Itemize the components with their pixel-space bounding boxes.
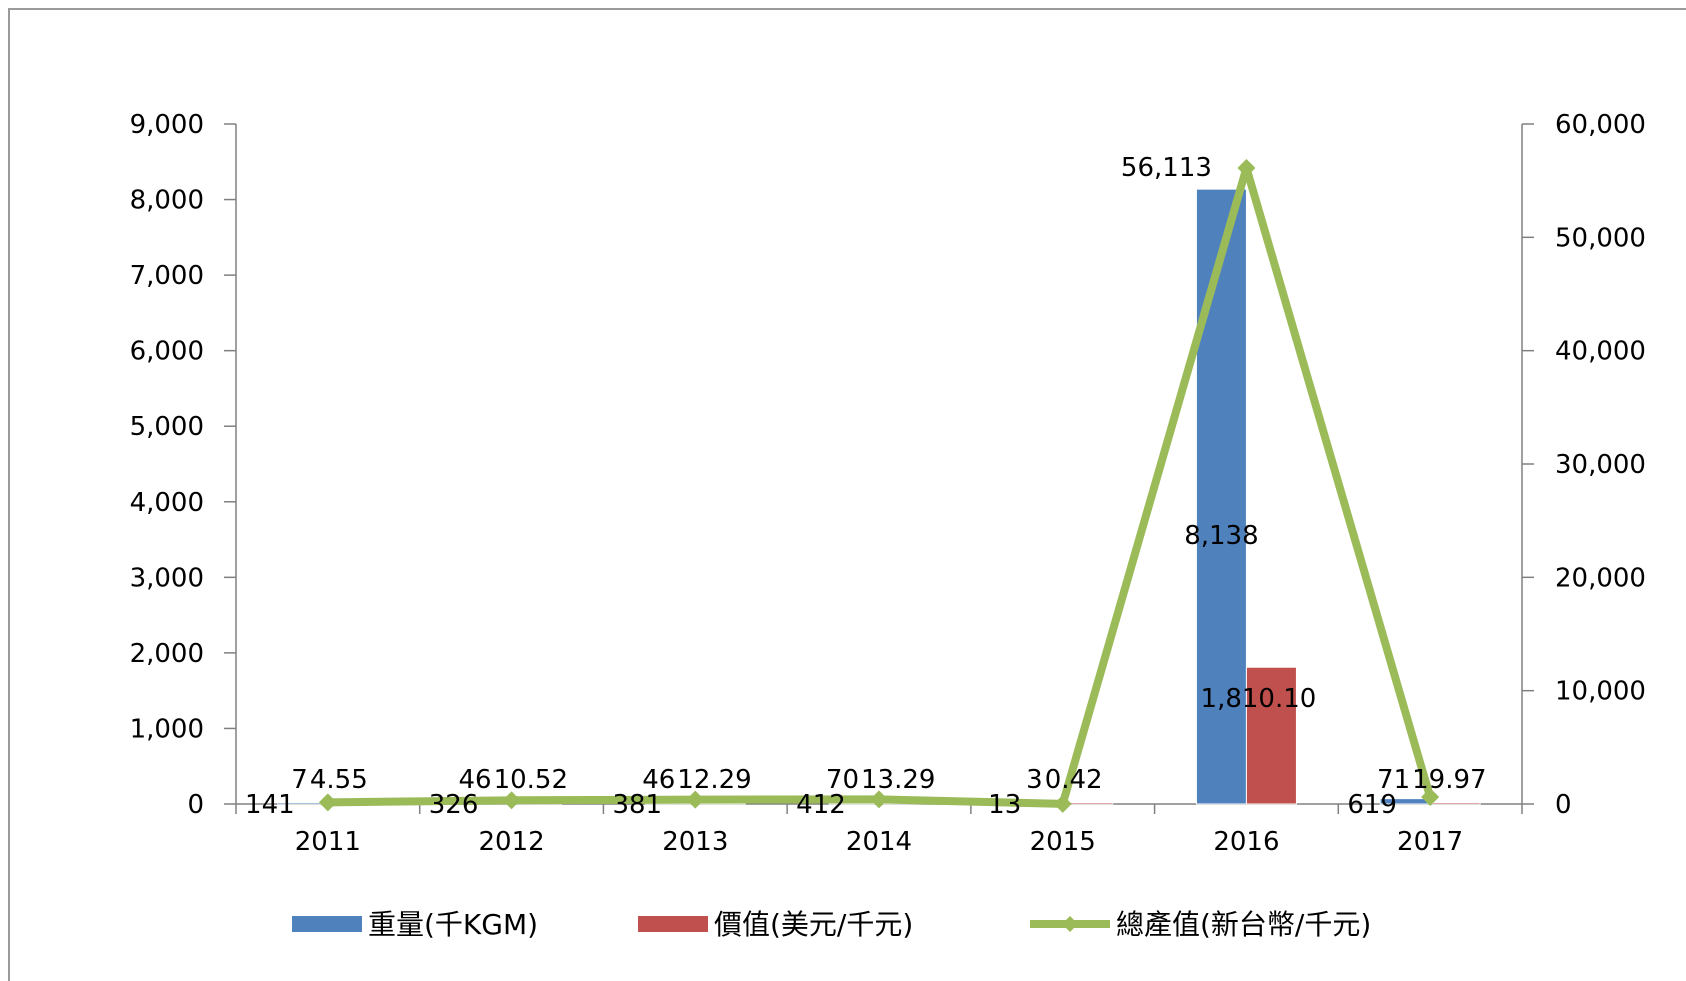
left-axis-tick-label: 6,000 [130,337,204,367]
x-axis-tick-label: 2013 [662,827,728,857]
data-label-total-output: 13 [988,790,1021,820]
data-label-weight: 3 [1026,765,1043,795]
bar-weight [1195,188,1247,805]
data-label-total-output: 381 [612,790,662,820]
data-label-value: 12.29 [677,765,751,795]
left-axis-tick-label: 9,000 [130,110,204,140]
series-point-total-output [1421,787,1440,806]
data-label-value: 0.42 [1045,765,1103,795]
data-label-value: 1,810.10 [1201,684,1317,714]
series-point-total-output [1237,159,1256,178]
data-label-weight: 7 [291,765,308,795]
data-label-value: 4.55 [310,765,368,795]
x-axis-tick-label: 2015 [1030,827,1096,857]
legend-swatch-value [638,916,708,932]
x-axis-tick-label: 2011 [295,827,361,857]
data-label-total-output: 619 [1347,790,1397,820]
x-axis-tick-label: 2016 [1213,827,1279,857]
left-axis-tick-label: 5,000 [130,412,204,442]
legend-label: 重量(千KGM) [368,908,538,941]
left-axis-tick-label: 1,000 [130,714,204,744]
right-axis-tick-label: 0 [1555,790,1572,820]
legend-label: 價值(美元/千元) [714,908,913,941]
data-label-value: 10.52 [494,765,568,795]
x-axis-tick-label: 2012 [478,827,544,857]
data-labels: 7 46 46 70 3 8,138 71 4.55 10.52 12.29 13.29 0.42 1,… [245,153,1487,820]
series-point-total-output [1053,794,1072,813]
series-point-total-output [502,791,521,810]
series-point-total-output [318,793,337,812]
data-label-weight: 8,138 [1184,521,1258,551]
right-axis-tick-label: 10,000 [1555,677,1646,707]
data-label-value: 13.29 [861,765,935,795]
chart-frame [8,8,1686,981]
left-axis-tick-label: 8,000 [130,186,204,216]
data-label-total-output: 326 [429,790,479,820]
right-axis-tick-label: 30,000 [1555,450,1646,480]
axes: 0 1,000 2,000 3,000 4,000 5,000 6,000 7,000 8,00… [130,110,1646,857]
data-label-total-output: 141 [245,790,295,820]
right-axis-tick-label: 60,000 [1555,110,1646,140]
left-axis-tick-label: 0 [187,790,204,820]
right-axis-tick-label: 20,000 [1555,563,1646,593]
legend: 重量(千KGM) 價值(美元/千元) 總產值(新台幣/千元) [292,908,1371,941]
left-axis-tick-label: 7,000 [130,261,204,291]
data-label-total-output: 412 [796,790,846,820]
legend-marker-total-output [1062,916,1078,932]
bar-value [1429,801,1481,805]
legend-swatch-weight [292,916,362,932]
x-axis-tick-label: 2014 [846,827,912,857]
left-axis-tick-label: 3,000 [130,563,204,593]
right-axis-tick-label: 50,000 [1555,223,1646,253]
x-axis-tick-label: 2017 [1397,827,1463,857]
data-label-weight: 46 [642,765,675,795]
legend-label: 總產值(新台幣/千元) [1116,908,1371,941]
left-axis-tick-label: 2,000 [130,639,204,669]
bar-value [1245,666,1297,805]
data-label-weight: 70 [826,765,859,795]
data-label-total-output: 56,113 [1121,153,1212,183]
series-point-total-output [870,790,888,809]
data-label-value: 19.97 [1412,765,1486,795]
data-label-weight: 71 [1377,765,1410,795]
left-axis-tick-label: 4,000 [130,488,204,518]
data-label-weight: 46 [458,765,491,795]
line-series [318,159,1440,813]
series-point-total-output [686,790,705,809]
right-axis-tick-label: 40,000 [1555,337,1646,367]
